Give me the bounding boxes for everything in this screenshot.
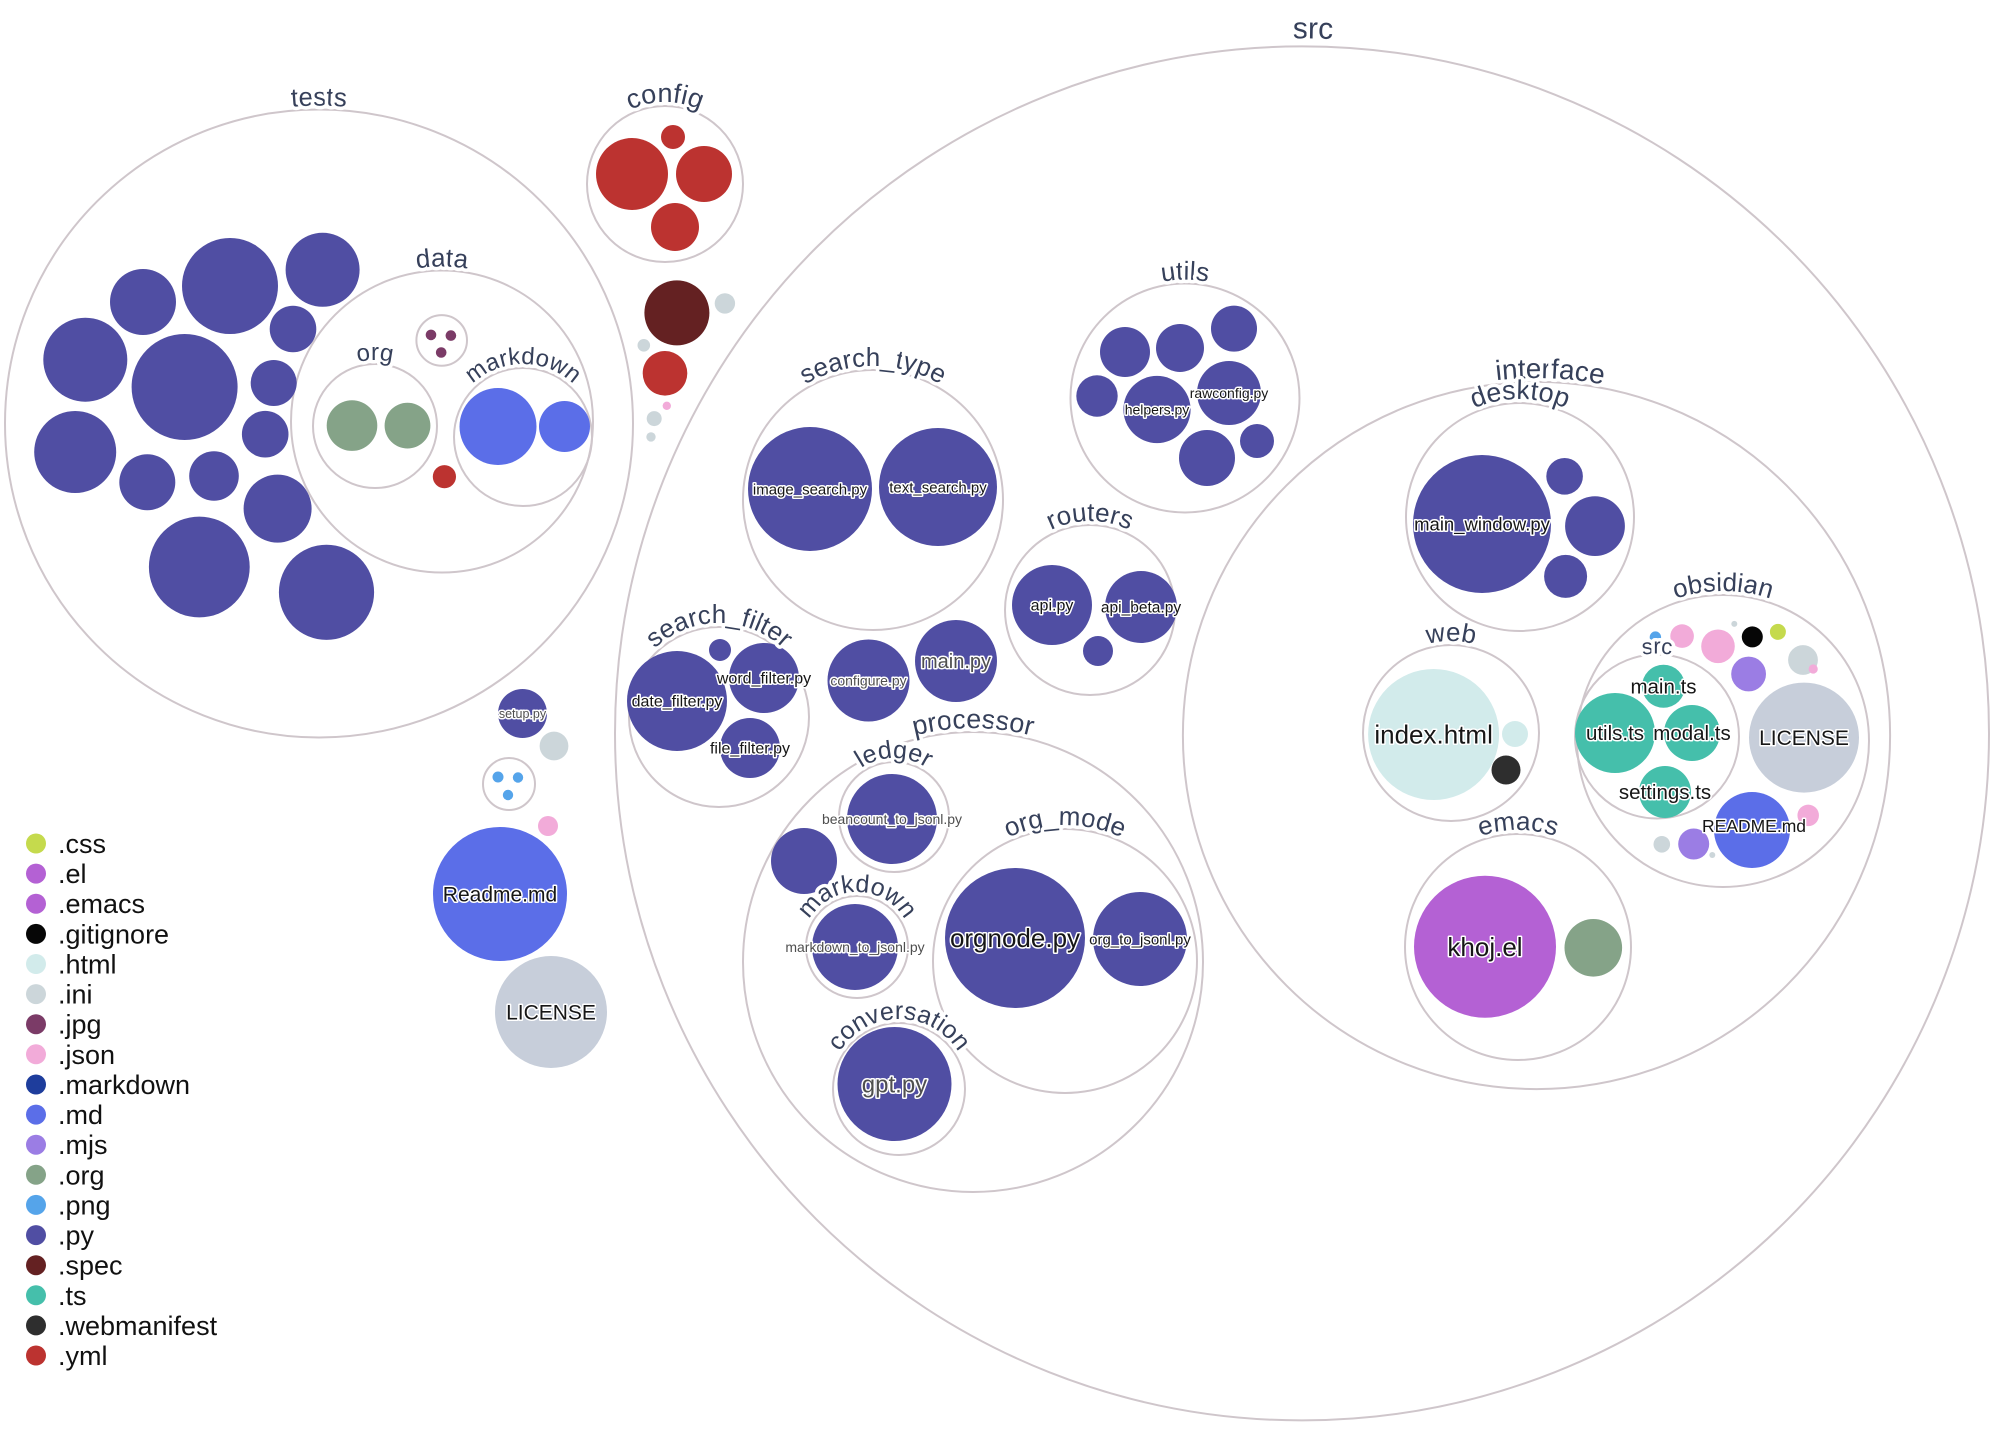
svg-text:helpers.py: helpers.py xyxy=(1125,401,1190,417)
svg-text:.md: .md xyxy=(58,1100,103,1130)
svg-text:index.html: index.html xyxy=(1374,720,1493,750)
svg-text:.spec: .spec xyxy=(58,1251,123,1281)
svg-text:.el: .el xyxy=(58,859,87,889)
svg-text:LICENSE: LICENSE xyxy=(1759,727,1849,750)
svg-text:.css: .css xyxy=(58,829,106,859)
svg-text:date_filter.py: date_filter.py xyxy=(632,694,723,711)
svg-text:src: src xyxy=(1293,12,1334,46)
svg-text:.gitignore: .gitignore xyxy=(58,919,169,949)
svg-text:.json: .json xyxy=(58,1040,115,1070)
svg-text:org: org xyxy=(354,339,395,368)
svg-text:.org: .org xyxy=(58,1160,105,1190)
svg-text:main_window.py: main_window.py xyxy=(1414,513,1550,535)
svg-text:org_to_jsonl.py: org_to_jsonl.py xyxy=(1089,931,1191,948)
svg-text:.mjs: .mjs xyxy=(58,1130,108,1160)
svg-text:api_beta.py: api_beta.py xyxy=(1101,599,1181,616)
svg-text:khoj.el: khoj.el xyxy=(1447,932,1522,962)
svg-text:word_filter.py: word_filter.py xyxy=(716,671,811,688)
svg-text:modal.ts: modal.ts xyxy=(1653,722,1730,745)
svg-text:LICENSE: LICENSE xyxy=(506,1001,596,1024)
svg-text:.markdown: .markdown xyxy=(58,1070,190,1100)
svg-text:.html: .html xyxy=(58,949,117,979)
svg-text:.jpg: .jpg xyxy=(58,1010,102,1040)
svg-text:.ts: .ts xyxy=(58,1281,87,1311)
svg-text:src: src xyxy=(1640,633,1673,659)
svg-text:.py: .py xyxy=(58,1221,95,1251)
svg-text:markdown_to_jsonl.py: markdown_to_jsonl.py xyxy=(785,939,924,955)
svg-text:.ini: .ini xyxy=(58,980,93,1010)
svg-text:Readme.md: Readme.md xyxy=(443,883,557,906)
svg-text:main.ts: main.ts xyxy=(1630,675,1696,698)
svg-text:gpt.py: gpt.py xyxy=(862,1071,927,1098)
svg-text:orgnode.py: orgnode.py xyxy=(950,923,1080,953)
svg-text:tests: tests xyxy=(290,82,348,113)
svg-text:api.py: api.py xyxy=(1031,598,1074,615)
svg-text:.yml: .yml xyxy=(58,1341,108,1371)
svg-text:setup.py: setup.py xyxy=(499,707,547,721)
svg-text:.webmanifest: .webmanifest xyxy=(58,1311,218,1341)
svg-text:file_filter.py: file_filter.py xyxy=(710,741,790,758)
svg-text:.emacs: .emacs xyxy=(58,889,145,919)
svg-text:.png: .png xyxy=(58,1190,111,1220)
svg-text:utils: utils xyxy=(1159,256,1212,288)
svg-text:rawconfig.py: rawconfig.py xyxy=(1190,385,1269,401)
svg-text:utils.ts: utils.ts xyxy=(1586,722,1644,745)
svg-text:main.py: main.py xyxy=(921,651,991,673)
svg-text:web: web xyxy=(1423,617,1479,650)
svg-text:README.md: README.md xyxy=(1702,816,1806,836)
svg-text:image_search.py: image_search.py xyxy=(753,481,868,498)
svg-text:configure.py: configure.py xyxy=(830,672,906,688)
svg-text:text_search.py: text_search.py xyxy=(889,479,987,496)
svg-text:data: data xyxy=(414,242,470,274)
svg-text:beancount_to_jsonl.py: beancount_to_jsonl.py xyxy=(822,811,962,827)
svg-text:settings.ts: settings.ts xyxy=(1619,781,1711,804)
